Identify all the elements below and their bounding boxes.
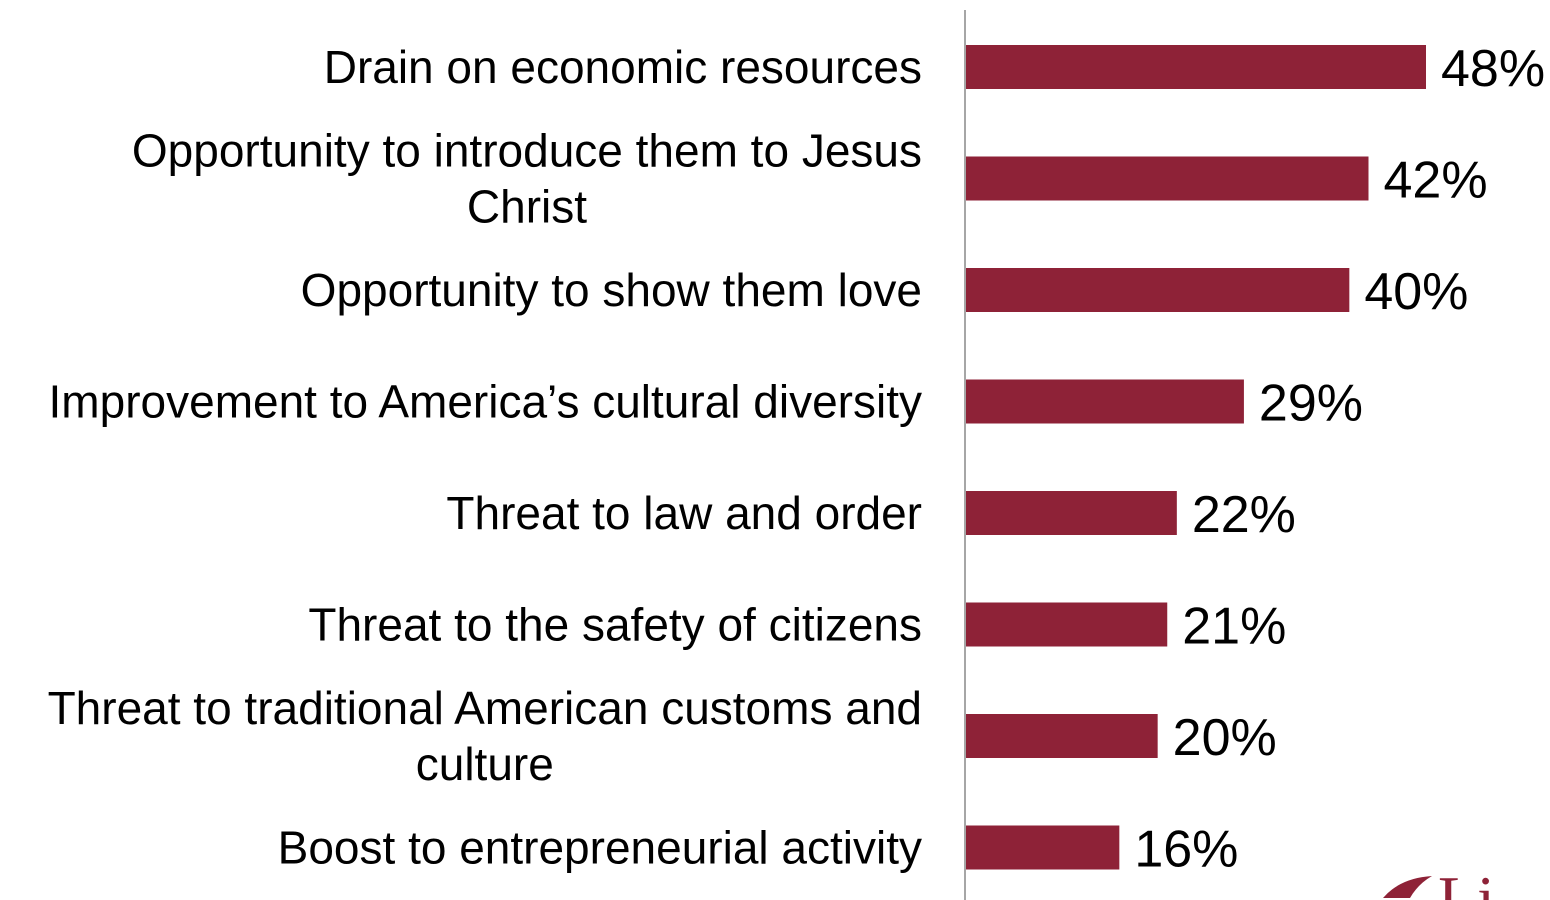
category-label: Improvement to America’s cultural divers…	[49, 376, 922, 428]
bars-layer	[966, 45, 1426, 870]
category-label: Threat to law and order	[446, 487, 922, 539]
category-label-line: Boost to entrepreneurial activity	[278, 822, 922, 874]
bar-value-label: 21%	[1182, 598, 1286, 656]
bar-value-label: 29%	[1259, 375, 1363, 433]
category-label-line: Christ	[467, 181, 587, 233]
bar	[966, 825, 1120, 870]
category-label: Drain on economic resources	[324, 41, 922, 93]
category-label: Boost to entrepreneurial activity	[278, 822, 922, 874]
bar	[966, 156, 1369, 201]
category-label: Opportunity to introduce them to Jesus Ch…	[132, 125, 922, 233]
category-label-line: Opportunity to introduce them to Jesus	[132, 125, 922, 177]
bar	[966, 45, 1426, 89]
category-label-line: Drain on economic resources	[324, 41, 922, 93]
brand-logo: Li	[1383, 863, 1495, 900]
bar	[966, 268, 1350, 312]
bar-value-label: 40%	[1364, 263, 1468, 321]
bar-value-label: 20%	[1173, 709, 1277, 767]
category-label-line: culture	[416, 738, 554, 790]
category-label-line: Improvement to America’s cultural divers…	[49, 376, 922, 428]
bar-value-label: 42%	[1384, 152, 1488, 210]
category-label-line: Threat to traditional American customs a…	[48, 682, 922, 734]
bar	[966, 491, 1177, 535]
logo-text: Li	[1438, 863, 1495, 900]
logo-swoosh-icon	[1383, 876, 1432, 898]
bar-value-label: 22%	[1192, 486, 1296, 544]
category-label-line: Threat to the safety of citizens	[308, 599, 922, 651]
bar	[966, 714, 1158, 758]
bar-value-label: 16%	[1134, 821, 1238, 879]
value-labels: 48% 42% 40%29% 22% 21% 20% 16%	[1134, 40, 1545, 879]
category-label: Opportunity to show them love	[301, 264, 922, 316]
bar	[966, 379, 1244, 424]
category-label: Threat to the safety of citizens	[308, 599, 922, 651]
category-labels: Drain on economic resources Opportunity t…	[48, 41, 922, 874]
category-label-line: Threat to law and order	[446, 487, 922, 539]
category-label: Threat to traditional American customs a…	[48, 682, 922, 790]
bar	[966, 602, 1168, 647]
category-label-line: Opportunity to show them love	[301, 264, 922, 316]
bar-value-label: 48%	[1441, 40, 1545, 98]
